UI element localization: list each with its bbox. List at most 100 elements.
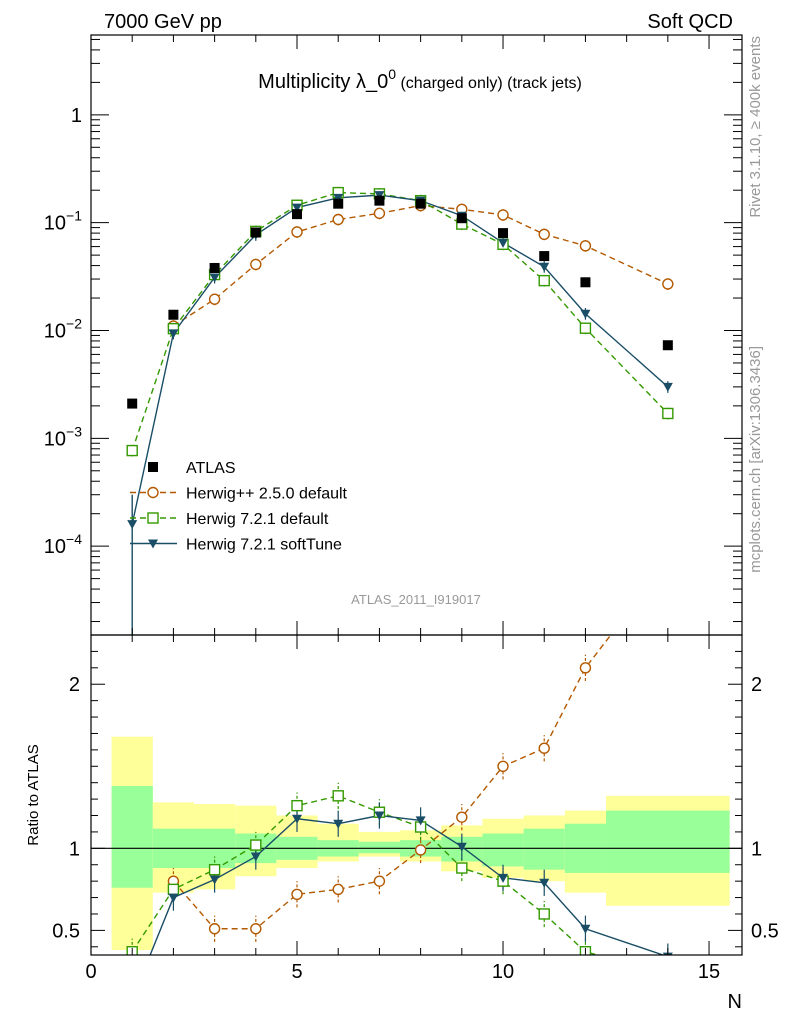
series-2-ratio-point xyxy=(374,811,385,821)
ratio-frame xyxy=(90,634,743,956)
legend-label-3: Herwig 7.2.1 softTune xyxy=(186,537,342,554)
ratio-y-tick-label-right: 1 xyxy=(751,838,762,860)
series-0-ratio-point xyxy=(291,888,303,900)
main-panel: Multiplicity λ_00 (charged only) (track … xyxy=(44,34,743,636)
series-1-ratio-point xyxy=(332,790,344,802)
series-2-point xyxy=(662,382,673,392)
series-2-point xyxy=(292,203,303,213)
series-0-point xyxy=(291,226,303,238)
series-1-ratio-point xyxy=(456,862,468,874)
series-2-ratio-point xyxy=(127,995,137,1004)
data-point xyxy=(333,198,344,209)
series-0-ratio-point xyxy=(456,811,468,823)
legend-marker-3 xyxy=(148,539,158,549)
ratio-y-tick-label-right: 0.5 xyxy=(751,920,779,942)
x-tick-label: 0 xyxy=(85,961,96,983)
series-0-ratio-point xyxy=(663,556,673,566)
data-point xyxy=(415,198,426,209)
ratio-y-tick-label-left: 0.5 xyxy=(52,920,80,942)
series-2-point xyxy=(168,329,179,339)
chart-title: Multiplicity λ_00 (charged only) (track … xyxy=(258,66,582,93)
series-2-point xyxy=(209,273,220,283)
y-tick-label: 10−1 xyxy=(44,208,82,235)
data-point xyxy=(168,309,179,320)
series-0-point xyxy=(332,213,344,226)
series-1-ratio-point xyxy=(167,883,180,896)
series-0-ratio-point xyxy=(538,742,550,754)
data-point xyxy=(580,277,591,288)
series-1-ratio-point xyxy=(291,799,303,812)
series-0-ratio-point xyxy=(208,923,221,935)
series-1-point xyxy=(579,322,592,334)
series-2-ratio-point xyxy=(415,816,426,826)
y-tick-label: 10−4 xyxy=(44,531,82,558)
data-point xyxy=(662,340,673,351)
mcplots-label: mcplots.cern.ch [arXiv:1306.3436] xyxy=(747,346,764,573)
series-1-ratio-point xyxy=(663,970,673,980)
series-0-ratio-line xyxy=(172,635,612,930)
ratio-y-tick-label-right: 2 xyxy=(751,674,762,696)
series-1-point xyxy=(662,407,674,420)
data-point xyxy=(250,227,261,238)
series-2-point xyxy=(374,191,385,201)
series-2-point xyxy=(127,520,138,530)
series-2-ratio-point xyxy=(498,873,509,883)
data-point xyxy=(127,398,138,409)
series-0-ratio-point xyxy=(332,883,344,896)
series-2-ratio-point xyxy=(168,893,179,903)
data-point xyxy=(456,213,467,224)
series-0-ratio-point xyxy=(579,662,592,674)
series-2-point xyxy=(333,193,344,203)
series-1-line xyxy=(131,191,669,451)
data-point xyxy=(292,209,303,220)
header-right: Soft QCD xyxy=(647,11,733,33)
y-tick-label: 10−2 xyxy=(44,315,82,342)
series-2-ratio-point xyxy=(292,814,303,824)
ratio-band-inner-9 xyxy=(482,833,524,867)
series-2-point xyxy=(498,238,509,248)
reference-label: ATLAS_2011_I919017 xyxy=(351,592,481,607)
series-2-ratio-point xyxy=(333,819,344,829)
series-0-ratio-point xyxy=(250,923,262,935)
legend: ATLAS Herwig++ 2.5.0 default Herwig 7.2.1 … xyxy=(130,460,348,554)
series-2-ratio-point xyxy=(209,875,220,885)
legend-label-1: Herwig++ 2.5.0 default xyxy=(186,486,348,503)
series-1-point xyxy=(126,444,138,457)
ratio-y-label: Ratio to ATLAS xyxy=(25,744,42,845)
series-0-point xyxy=(208,293,221,305)
series-2-point xyxy=(580,309,591,319)
series-0-ratio-point xyxy=(414,844,427,856)
series-0-ratio-point xyxy=(497,760,509,772)
series-0-point xyxy=(373,207,386,220)
ratio-band-inner-12 xyxy=(606,810,730,873)
rivet-version-label: Rivet 3.1.10, ≥ 400k events xyxy=(747,36,764,218)
series-2-ratio-point xyxy=(250,852,261,862)
series-0-point xyxy=(250,258,262,271)
legend-marker-0 xyxy=(148,462,158,472)
series-1-ratio-point xyxy=(538,908,550,920)
y-tick-label: 10−3 xyxy=(44,423,82,450)
legend-marker-2 xyxy=(147,512,159,524)
series-2-ratio-point xyxy=(580,924,591,934)
series-0-point xyxy=(662,278,674,290)
series-0-point xyxy=(538,228,550,241)
x-tick-label: 15 xyxy=(698,961,720,983)
legend-marker-1 xyxy=(147,486,159,499)
ratio-band-inner-0 xyxy=(111,785,153,888)
series-1-ratio-point xyxy=(208,863,221,876)
legend-label-0: ATLAS xyxy=(186,460,236,477)
data-point xyxy=(209,262,220,273)
data-point xyxy=(374,195,385,206)
series-1-ratio-point xyxy=(250,839,262,851)
ratio-band-inner-10 xyxy=(523,828,565,870)
series-2-point xyxy=(539,262,550,272)
series-0-point xyxy=(497,209,509,221)
data-point xyxy=(498,228,509,239)
chart-title-sup: 0 xyxy=(388,66,396,82)
ratio-panel: 0 5 10 15 0.5 0.5 1 1 2 2 Ratio to ATLAS N xyxy=(25,556,779,1013)
x-tick-label: 10 xyxy=(492,961,514,983)
series-2-ratio-point xyxy=(456,842,467,852)
ratio-band-inner-6 xyxy=(358,841,401,854)
ratio-y-tick-label-left: 2 xyxy=(69,674,80,696)
